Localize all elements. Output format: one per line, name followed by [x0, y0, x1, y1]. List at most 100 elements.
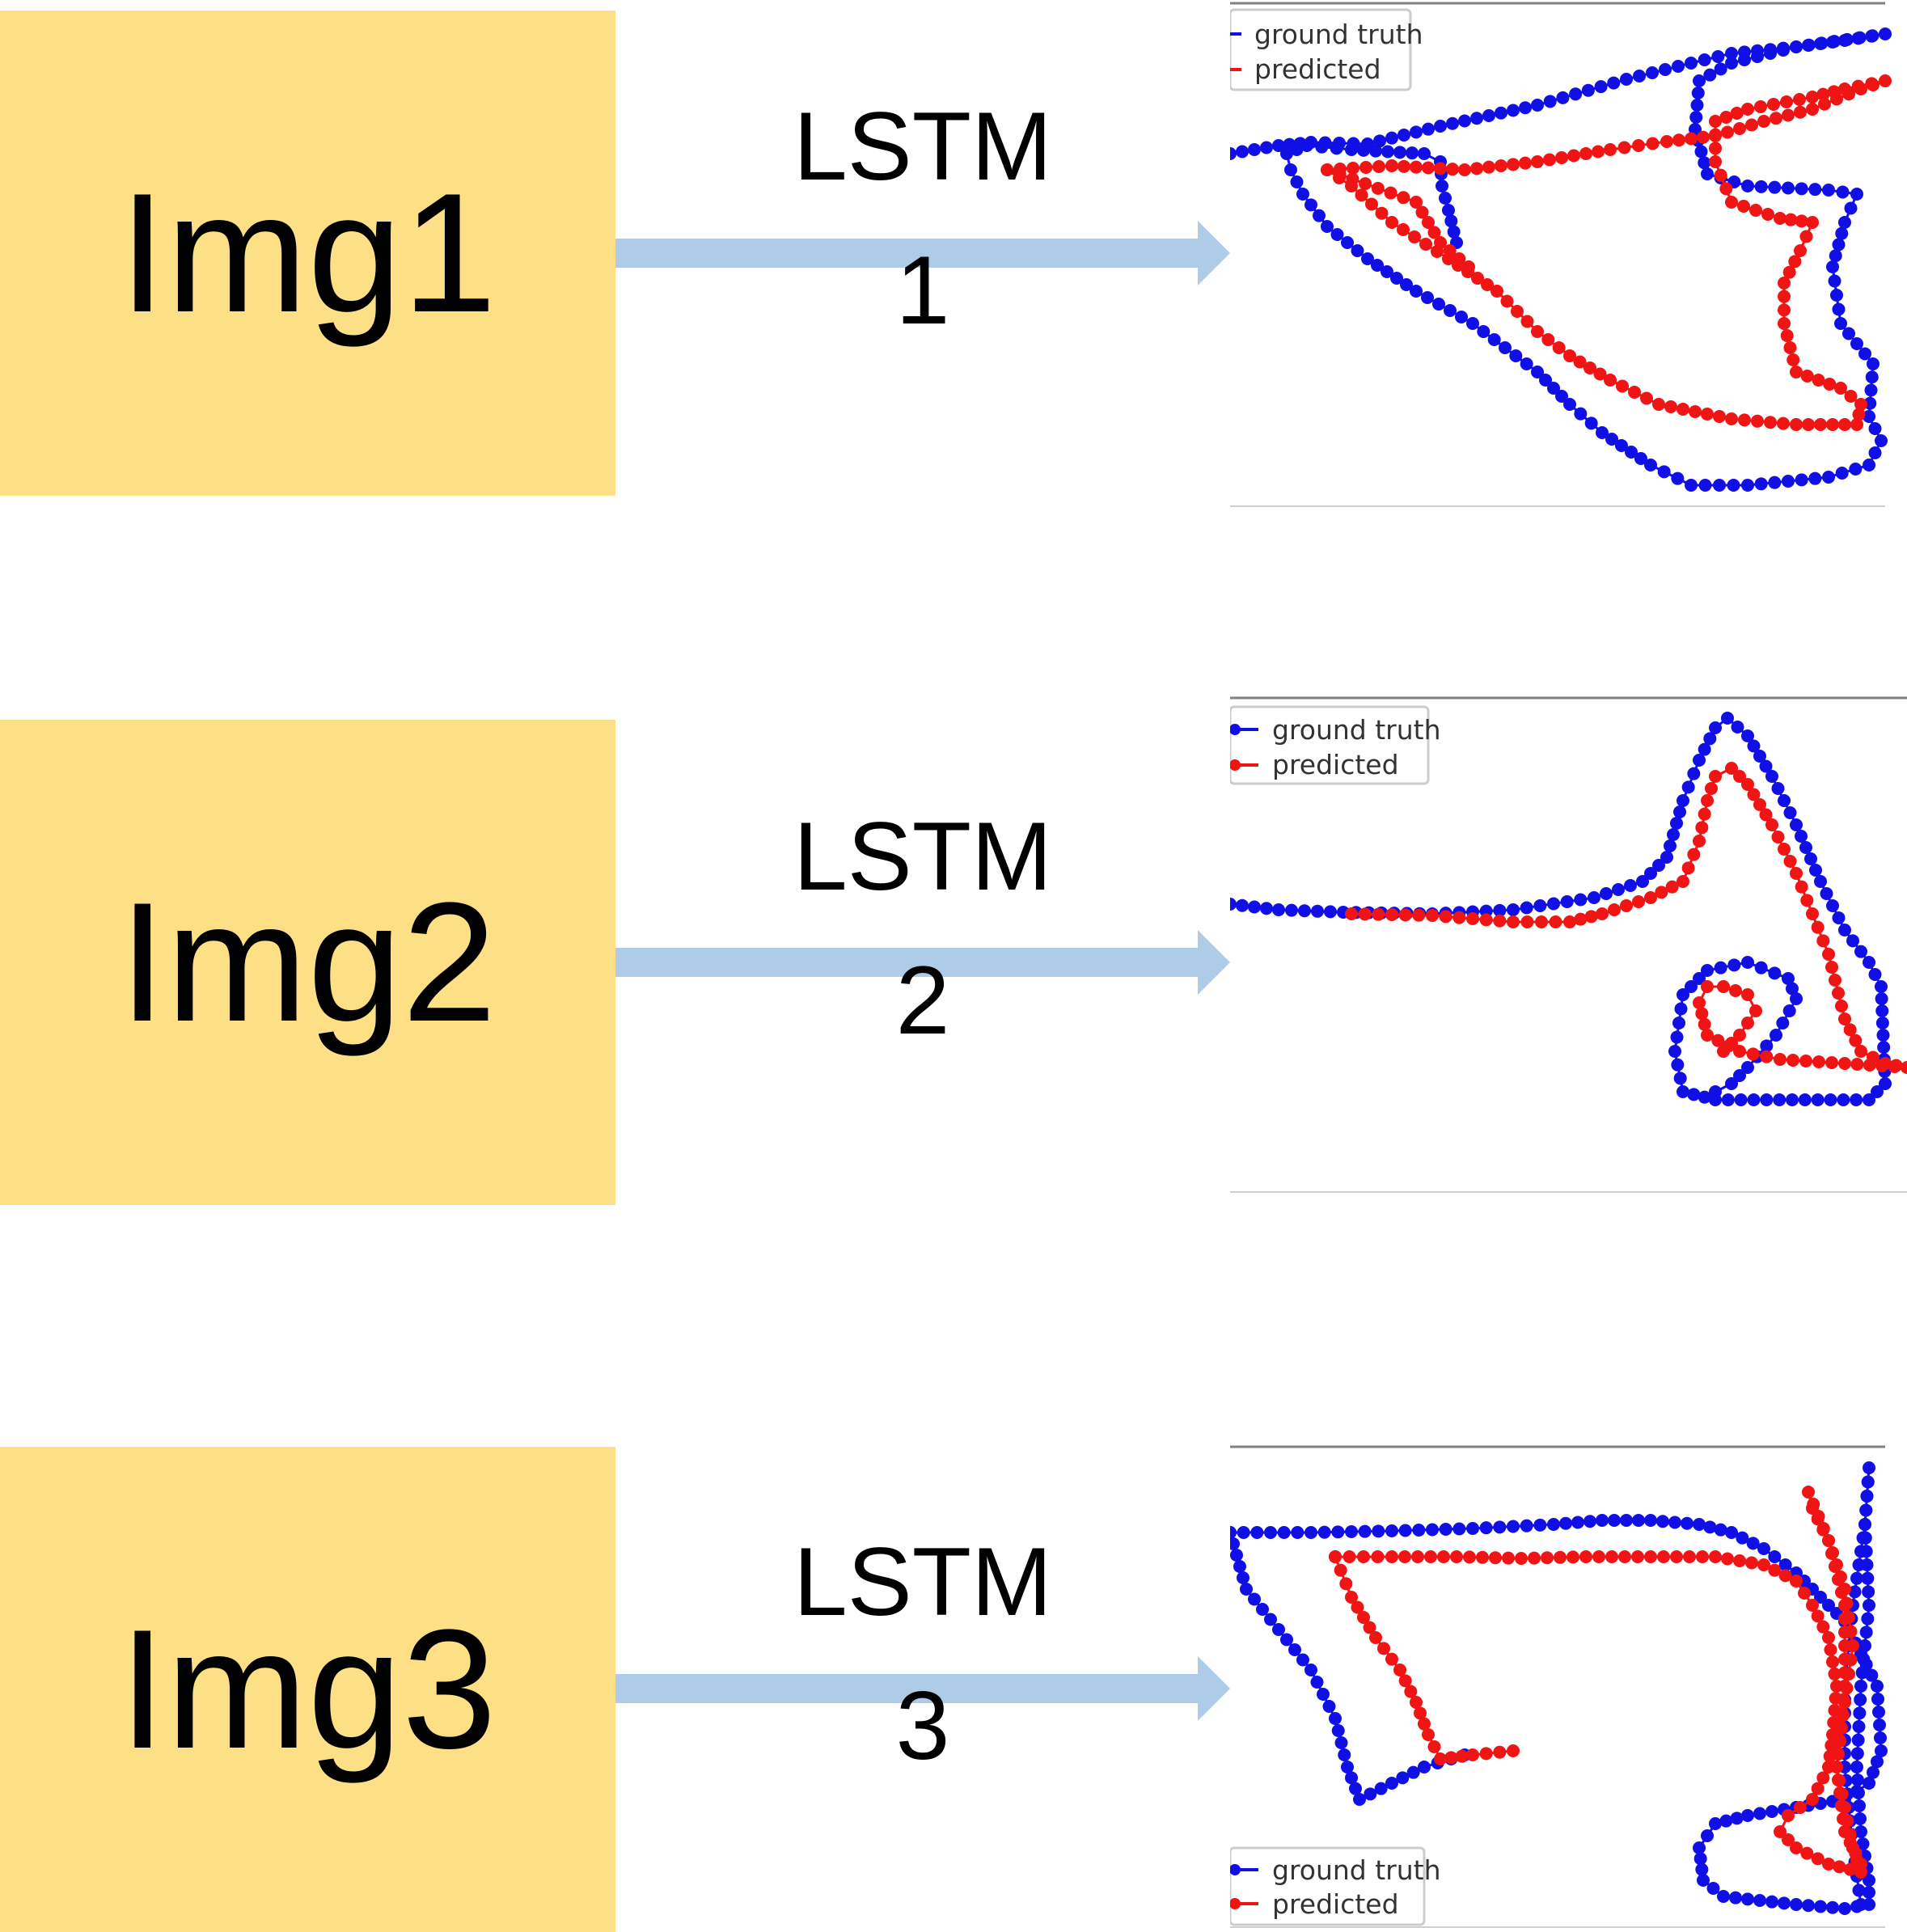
- trajectory-point: [1596, 907, 1609, 920]
- trajectory-point: [1862, 1585, 1875, 1599]
- trajectory-point: [1725, 762, 1738, 775]
- trajectory-point: [1357, 1611, 1370, 1624]
- trajectory-point: [1466, 912, 1479, 925]
- trajectory-point: [1733, 1045, 1746, 1058]
- trajectory-point: [1384, 186, 1397, 200]
- trajectory-point: [1571, 1516, 1584, 1529]
- trajectory-point: [1800, 370, 1814, 383]
- trajectory-point: [1840, 32, 1854, 46]
- trajectory-point: [1507, 158, 1520, 171]
- ground-truth-path-3b-markers: [1230, 1526, 1471, 1806]
- trajectory-point: [1531, 99, 1544, 112]
- trajectory-point: [1851, 79, 1865, 93]
- trajectory-point: [1854, 398, 1867, 411]
- trajectory-point: [1783, 806, 1797, 819]
- trajectory-point: [1237, 1526, 1250, 1539]
- trajectory-point: [1733, 1029, 1746, 1042]
- trajectory-point: [1671, 471, 1685, 485]
- trajectory-point: [1280, 147, 1293, 160]
- trajectory-point: [1371, 181, 1385, 195]
- trajectory-point: [1260, 141, 1273, 154]
- trajectory-point: [1408, 230, 1421, 243]
- trajectory-point: [1741, 956, 1754, 969]
- trajectory-point: [1727, 958, 1741, 972]
- trajectory-point: [1547, 382, 1560, 395]
- trajectory-point: [1854, 1858, 1867, 1871]
- trajectory-point: [1701, 1029, 1714, 1042]
- trajectory-point: [1782, 181, 1795, 195]
- trajectory-point: [1832, 911, 1846, 924]
- trajectory-point: [1338, 1748, 1351, 1761]
- trajectory-point: [1745, 1556, 1758, 1570]
- trajectory-point: [1832, 1573, 1845, 1586]
- trajectory-point: [1646, 137, 1660, 150]
- trajectory-point: [1711, 50, 1725, 63]
- trajectory-point: [1753, 750, 1766, 763]
- trajectory-point: [1749, 204, 1762, 217]
- trajectory-point: [1520, 1519, 1533, 1532]
- trajectory-point: [1632, 139, 1645, 152]
- trajectory-point: [1730, 1812, 1744, 1825]
- trajectory-point: [1670, 817, 1683, 830]
- trajectory-point: [1573, 355, 1587, 369]
- trajectory-point: [1331, 1724, 1345, 1737]
- trajectory-point: [1838, 82, 1851, 95]
- trajectory-point: [1410, 1696, 1423, 1709]
- trajectory-point: [1358, 1524, 1372, 1538]
- trajectory-point: [1495, 159, 1507, 172]
- trajectory-point: [1660, 135, 1673, 148]
- trajectory-point: [1581, 83, 1595, 97]
- trajectory-point: [1741, 988, 1754, 1001]
- trajectory-point: [1725, 1077, 1738, 1090]
- trajectory-point: [1753, 798, 1766, 811]
- trajectory-point: [1628, 386, 1641, 399]
- trajectory-point: [1374, 1782, 1388, 1795]
- trajectory-point: [1329, 1712, 1342, 1725]
- legend-2-predicted: predicted: [1272, 749, 1399, 780]
- trajectory-point: [1863, 1059, 1876, 1072]
- trajectory-point: [1837, 1093, 1850, 1106]
- trajectory-point: [1608, 903, 1621, 916]
- trajectory-point: [1507, 903, 1520, 916]
- trajectory-point: [1823, 378, 1837, 391]
- trajectory-point: [1822, 471, 1835, 484]
- trajectory-point: [1765, 1895, 1778, 1909]
- trajectory-point: [1786, 1054, 1799, 1067]
- trajectory-point: [1838, 418, 1851, 431]
- trajectory-point: [1685, 479, 1698, 492]
- trajectory-point: [1811, 1782, 1825, 1795]
- trajectory-point: [1843, 1862, 1857, 1876]
- trajectory-point: [1776, 1017, 1790, 1029]
- ground-truth-path-1-markers: [1230, 27, 1892, 492]
- trajectory-point: [1455, 1749, 1469, 1763]
- trajectory-point: [1854, 945, 1867, 958]
- trajectory-point: [1385, 1777, 1398, 1790]
- trajectory-point: [1412, 1524, 1426, 1537]
- trajectory-point: [1838, 1902, 1851, 1915]
- trajectory-point: [1838, 1599, 1851, 1612]
- trajectory-point: [1721, 712, 1734, 725]
- trajectory-point: [1695, 821, 1709, 835]
- trajectory-point: [1822, 184, 1835, 197]
- trajectory-point: [1618, 1550, 1631, 1563]
- trajectory-point: [1434, 1752, 1447, 1765]
- trajectory-point: [1871, 1085, 1884, 1098]
- trajectory-point: [1850, 1761, 1863, 1773]
- trajectory-point: [1825, 961, 1838, 974]
- trajectory-point: [1717, 980, 1730, 993]
- trajectory-point: [1822, 1599, 1835, 1612]
- trajectory-point: [1736, 1531, 1749, 1545]
- trajectory-point: [1493, 1520, 1507, 1534]
- trajectory-point: [1741, 778, 1754, 791]
- trajectory-point: [1489, 1551, 1502, 1565]
- trajectory-point: [1859, 1626, 1873, 1639]
- trajectory-point: [1872, 1706, 1885, 1719]
- trajectory-point: [1777, 416, 1790, 430]
- trajectory-point: [1741, 479, 1754, 492]
- trajectory-point: [1741, 1017, 1754, 1029]
- trajectory-point: [1693, 74, 1706, 87]
- trajectory-point: [1818, 97, 1831, 111]
- trajectory-point: [1754, 100, 1767, 113]
- trajectory-point: [1393, 1664, 1406, 1676]
- trajectory-point: [1422, 1728, 1435, 1741]
